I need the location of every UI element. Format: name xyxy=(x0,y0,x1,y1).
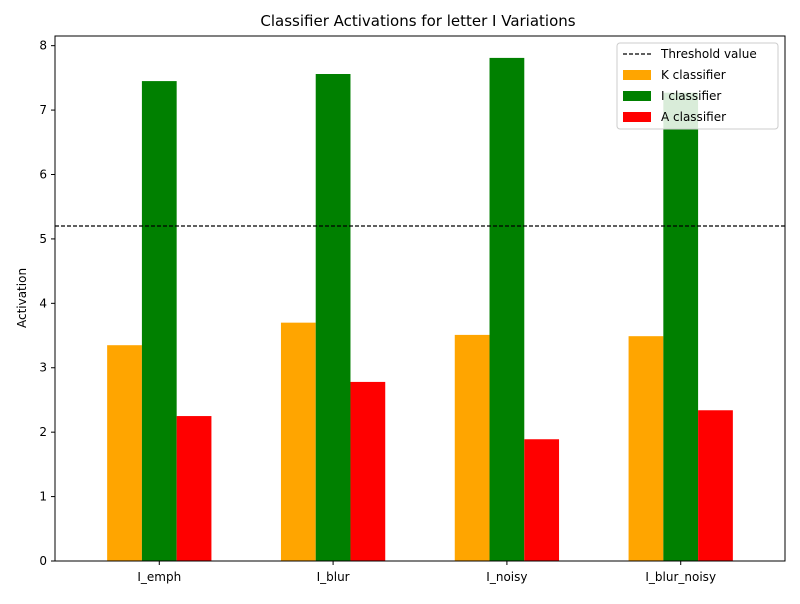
bar-i-classifier-i-emph xyxy=(141,81,177,561)
bar-i-classifier-i-blur-noisy xyxy=(663,92,699,561)
plot-frame xyxy=(54,35,786,562)
bar-i-classifier-i-blur xyxy=(315,74,351,561)
legend-label-k-classifier: K classifier xyxy=(661,68,726,82)
bar-k-classifier-i-blur xyxy=(280,322,316,561)
legend-box xyxy=(616,42,779,130)
bar-a-classifier-i-blur-noisy xyxy=(698,410,733,561)
y-tick-label: 6 xyxy=(39,167,47,181)
legend: Threshold value K classifier I classifier A… xyxy=(616,42,779,130)
legend-threshold-label: Threshold value xyxy=(660,47,757,61)
y-tick-label: 2 xyxy=(39,425,47,439)
y-tick-label: 0 xyxy=(39,554,47,568)
chart-title: Classifier Activations for letter I Vari… xyxy=(260,12,575,30)
y-tick-label: 5 xyxy=(39,232,47,246)
legend-swatch-i-classifier xyxy=(623,91,651,101)
bar-i-classifier-i-noisy xyxy=(489,57,525,561)
legend-swatch-k-classifier xyxy=(623,70,651,80)
y-tick-label: 8 xyxy=(39,39,47,53)
bar-a-classifier-i-blur xyxy=(350,381,386,561)
y-tick-label: 1 xyxy=(39,490,47,504)
bar-k-classifier-i-blur-noisy xyxy=(628,336,664,561)
legend-label-a-classifier: A classifier xyxy=(661,110,726,124)
y-axis-label: Activation xyxy=(15,268,29,328)
x-tick-label: I_blur xyxy=(317,570,350,584)
bar-k-classifier-i-emph xyxy=(107,345,142,561)
x-tick-label: I_blur_noisy xyxy=(645,570,716,584)
axes-layer: 0 1 2 3 4 5 6 7 8 I_emph I_blur I_noisy I_blur_noisy xyxy=(39,35,786,584)
legend-swatch-a-classifier xyxy=(623,112,651,122)
y-tick-label: 4 xyxy=(39,296,47,310)
bar-k-classifier-i-noisy xyxy=(454,334,490,561)
y-tick-label: 3 xyxy=(39,361,47,375)
bars-layer xyxy=(107,57,733,561)
x-tick-label: I_noisy xyxy=(486,570,527,584)
bar-a-classifier-i-noisy xyxy=(524,439,560,561)
legend-label-i-classifier: I classifier xyxy=(661,89,721,103)
x-tick-label: I_emph xyxy=(137,570,181,584)
y-tick-label: 7 xyxy=(39,103,47,117)
bar-a-classifier-i-emph xyxy=(176,416,212,561)
